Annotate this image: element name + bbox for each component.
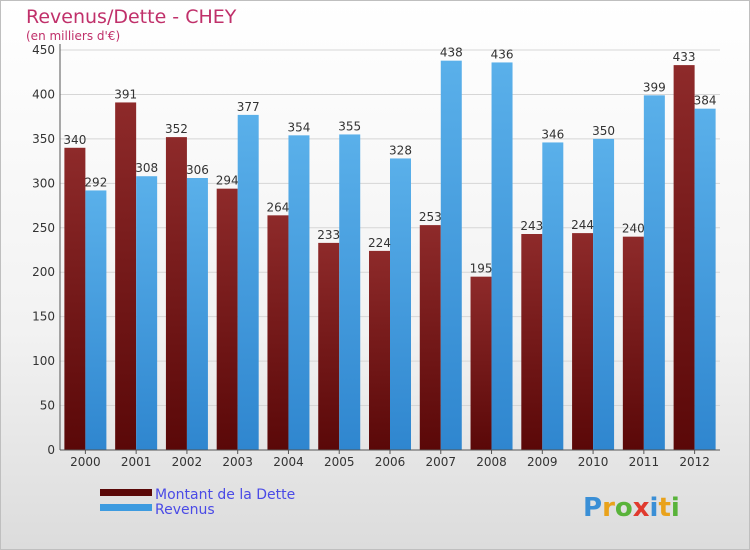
y-tick-label: 100	[32, 354, 55, 368]
bar-debt	[419, 225, 441, 450]
y-tick-label: 400	[32, 87, 55, 101]
legend-swatch-revenus	[100, 504, 152, 511]
value-label: 391	[114, 87, 137, 101]
value-label: 377	[237, 100, 260, 114]
value-label: 436	[491, 47, 514, 61]
bar-revenus	[136, 176, 158, 450]
y-tick-label: 150	[32, 310, 55, 324]
proxiti-logo: Proxiti	[583, 493, 680, 523]
bar-debt	[115, 102, 137, 450]
value-label: 384	[694, 94, 717, 108]
legend-label-revenus: Revenus	[155, 502, 215, 518]
x-tick-label: 2003	[222, 455, 253, 469]
y-tick-label: 350	[32, 132, 55, 146]
y-tick-label: 50	[40, 399, 55, 413]
logo-letter: P	[583, 493, 602, 523]
logo-letter: i	[671, 493, 680, 523]
x-axis-ticks: 2000 2001 2002 2003 2004 2005 2006 2007 2008 2009…	[70, 450, 710, 469]
bar-revenus	[440, 60, 462, 451]
x-tick-label: 2012	[679, 455, 710, 469]
value-label: 243	[520, 219, 543, 233]
value-label: 433	[673, 50, 696, 64]
value-labels: 340 292 391 308 352 306 294 377 264 354 233 355 224 3…	[63, 46, 716, 276]
logo-letter: t	[658, 493, 670, 523]
value-label: 346	[541, 127, 564, 141]
y-tick-label: 300	[32, 176, 55, 190]
bar-debt	[267, 215, 289, 450]
value-label: 438	[440, 46, 463, 60]
x-tick-label: 2004	[273, 455, 304, 469]
value-label: 264	[267, 200, 290, 214]
value-label: 350	[592, 124, 615, 138]
axes	[59, 44, 720, 451]
logo-letter: i	[650, 493, 659, 523]
bar-debt	[572, 233, 594, 450]
value-label: 306	[186, 163, 209, 177]
value-label: 195	[470, 262, 493, 276]
bar-revenus	[491, 62, 513, 450]
x-tick-label: 2010	[578, 455, 609, 469]
value-label: 399	[643, 80, 666, 94]
x-tick-label: 2011	[629, 455, 660, 469]
y-tick-label: 250	[32, 221, 55, 235]
y-axis-ticks: 0 50 100 150 200 250 300 350 400 450	[32, 43, 55, 457]
x-tick-label: 2001	[121, 455, 152, 469]
bar-revenus	[237, 114, 259, 450]
x-tick-label: 2008	[476, 455, 507, 469]
bar-debt	[673, 65, 695, 450]
bar-revenus	[288, 135, 310, 451]
logo-letter: r	[602, 493, 615, 523]
value-label: 253	[419, 210, 442, 224]
legend-label-debt: Montant de la Dette	[155, 487, 295, 503]
value-label: 294	[216, 174, 239, 188]
value-label: 355	[338, 119, 361, 133]
bar-debt	[64, 147, 86, 450]
bar-revenus	[643, 95, 665, 450]
x-tick-label: 2007	[425, 455, 456, 469]
y-tick-label: 0	[47, 443, 55, 457]
bar-revenus	[390, 158, 411, 450]
logo-letter: o	[615, 493, 633, 523]
bar-debt	[470, 276, 492, 450]
bar-debt	[369, 250, 390, 450]
bar-revenus	[542, 142, 564, 450]
x-tick-label: 2002	[172, 455, 203, 469]
bar-debt	[216, 188, 238, 450]
bar-revenus	[85, 190, 107, 450]
value-label: 292	[84, 175, 107, 189]
value-label: 328	[389, 143, 412, 157]
chart-title: Revenus/Dette - CHEY	[26, 6, 237, 28]
value-label: 233	[317, 228, 340, 242]
bar-revenus	[694, 108, 716, 451]
bar-revenus	[186, 178, 208, 450]
bar-debt	[521, 234, 543, 450]
bar-revenus	[593, 138, 615, 450]
value-label: 224	[368, 236, 391, 250]
bar-debt	[318, 242, 340, 450]
x-tick-label: 2005	[324, 455, 355, 469]
x-tick-label: 2009	[527, 455, 558, 469]
value-label: 340	[63, 133, 86, 147]
value-label: 308	[135, 161, 158, 175]
x-tick-label: 2006	[375, 455, 406, 469]
legend-swatch-debt	[100, 489, 152, 496]
logo-letter: x	[633, 493, 650, 523]
value-label: 240	[622, 222, 645, 236]
value-label: 352	[165, 122, 188, 136]
value-label: 354	[288, 120, 311, 134]
bar-debt	[622, 236, 644, 450]
legend: Montant de la Dette Revenus	[100, 487, 295, 518]
y-tick-label: 450	[32, 43, 55, 57]
bar-revenus	[339, 134, 361, 450]
value-label: 244	[571, 218, 594, 232]
chart-subtitle: (en milliers d'€)	[26, 29, 120, 43]
bar-debt	[165, 137, 187, 450]
bars	[64, 60, 716, 451]
y-tick-label: 200	[32, 265, 55, 279]
x-tick-label: 2000	[70, 455, 101, 469]
